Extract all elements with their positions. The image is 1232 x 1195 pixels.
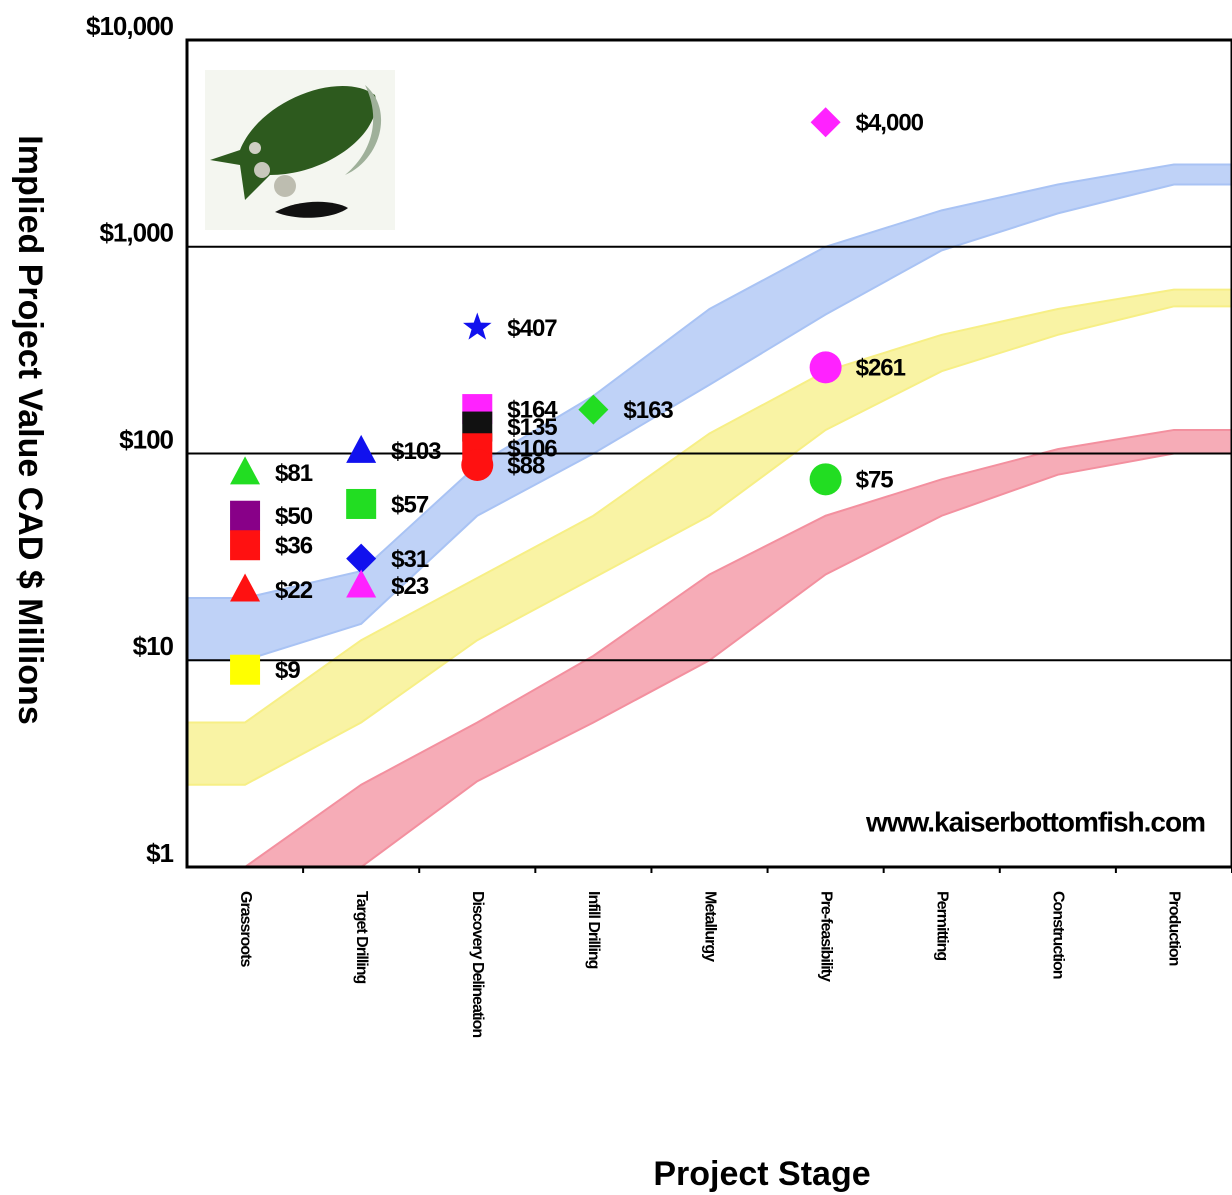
marker — [346, 569, 377, 598]
marker — [230, 500, 261, 531]
logo-small-fish — [275, 201, 348, 218]
points: $81$50$36$22$9$103$57$31$23$407$164$135$… — [230, 107, 925, 685]
point-label: $36 — [275, 533, 313, 560]
marker — [810, 107, 841, 138]
x-tick-label: Infill Drilling — [585, 891, 602, 969]
point-label: $31 — [391, 546, 429, 573]
bands — [186, 163, 1232, 868]
marker — [230, 573, 261, 602]
point-label: $88 — [507, 452, 545, 479]
marker — [230, 654, 261, 685]
point-label: $164 — [507, 396, 558, 423]
marker — [346, 543, 377, 574]
point-label: $261 — [856, 355, 906, 382]
x-tick-label: Metallurgy — [701, 891, 718, 962]
y-tick-label: $1,000 — [99, 218, 173, 248]
y-tick-label: $1 — [146, 838, 173, 868]
marker — [461, 448, 494, 481]
point-label: $407 — [507, 315, 557, 342]
point-label: $135 — [507, 414, 557, 441]
point-label: $4,000 — [856, 110, 924, 137]
logo-bubble — [254, 162, 270, 178]
x-tick-label: Grassroots — [237, 891, 254, 967]
logo — [205, 70, 395, 230]
watermark: www.kaiserbottomfish.com — [865, 806, 1205, 837]
y-tick-label: $100 — [119, 424, 173, 454]
band — [186, 288, 1232, 786]
point-label: $81 — [275, 460, 313, 487]
point-label: $57 — [391, 491, 429, 518]
point-label: $75 — [856, 467, 894, 494]
logo-wave — [345, 85, 382, 175]
y-tick-label: $10,000 — [86, 11, 174, 41]
marker — [809, 463, 842, 496]
marker — [578, 394, 609, 425]
point-label: $50 — [275, 503, 313, 530]
band — [186, 163, 1232, 662]
marker — [346, 434, 377, 463]
x-tick-label: Pre-feasibility — [817, 891, 834, 982]
point-label: $163 — [623, 397, 673, 424]
marker — [463, 312, 492, 340]
logo-bubble — [249, 142, 261, 154]
logo-bubble — [274, 175, 296, 197]
plot-frame — [185, 38, 1232, 869]
point-label: $103 — [391, 438, 441, 465]
x-tick-label: Permitting — [933, 891, 950, 960]
point-label: $23 — [391, 573, 429, 600]
logo-fish — [210, 86, 377, 200]
point-label: $106 — [507, 436, 557, 463]
x-tick-label: Construction — [1050, 891, 1067, 979]
point-label: $9 — [275, 657, 300, 684]
x-tick-label: Discovery Delineation — [469, 891, 486, 1037]
x-axis-title: Project Stage — [653, 1155, 870, 1193]
x-tick-label: Production — [1166, 891, 1183, 966]
y-axis-title: Implied Project Value CAD $ Millions — [11, 135, 49, 724]
marker — [230, 456, 261, 485]
y-tick-label: $10 — [133, 631, 174, 661]
x-tick-label: Target Drilling — [353, 891, 370, 983]
marker — [346, 488, 377, 519]
marker — [230, 530, 261, 561]
point-label: $22 — [275, 577, 313, 604]
marker — [809, 351, 842, 384]
band — [187, 428, 1232, 868]
